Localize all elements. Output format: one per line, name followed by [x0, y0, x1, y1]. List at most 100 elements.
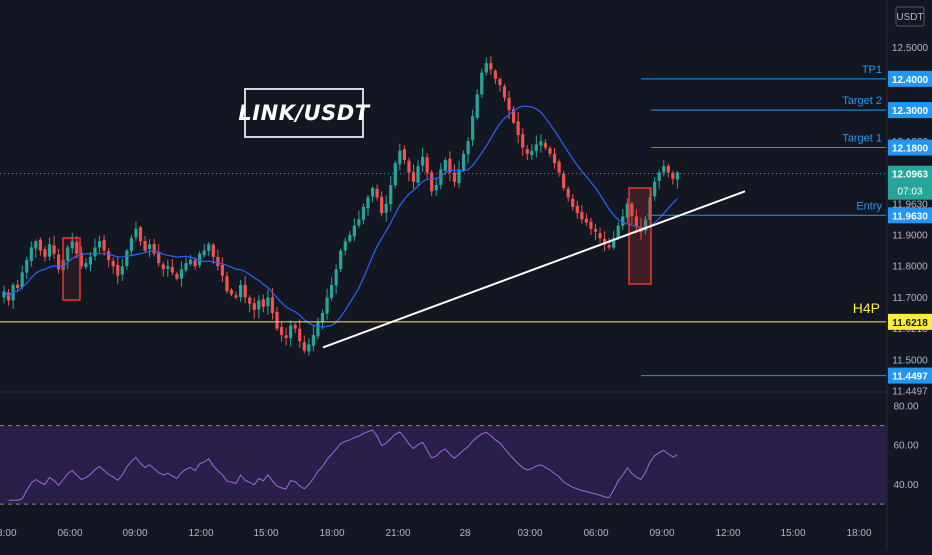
time-tick-label: 12:00 [188, 528, 213, 539]
candle-body [107, 251, 111, 260]
candle-body [157, 252, 161, 264]
candle-body [662, 166, 666, 173]
level-label: H4P [853, 300, 880, 316]
candle-body [43, 249, 47, 257]
candle-body [361, 206, 366, 220]
candle-body [266, 297, 270, 307]
price-tag-label: 11.6218 [892, 318, 928, 329]
candle-body [348, 234, 352, 242]
candle-body [493, 70, 497, 79]
candle-body [439, 169, 443, 185]
candle-body [634, 216, 639, 226]
candle-body [653, 181, 657, 197]
candle-body [84, 263, 88, 268]
candle-body [516, 121, 520, 136]
candle-body [425, 157, 429, 173]
time-tick-label: 09:00 [649, 528, 674, 539]
candle-body [471, 116, 475, 141]
candle-body [393, 163, 397, 186]
candle-body [607, 245, 611, 248]
candle-body [34, 241, 38, 249]
candle-body [366, 197, 370, 209]
candle-body [389, 185, 393, 205]
time-tick-label: 15:00 [780, 528, 805, 539]
price-tag-label: 11.4497 [892, 372, 928, 383]
candle-body [2, 291, 6, 298]
moving-average-line [3, 105, 678, 328]
highlight-box [62, 237, 81, 301]
candle-body [75, 242, 79, 254]
candle-body [257, 300, 261, 310]
candle-body [125, 250, 129, 267]
level-label: Target 2 [842, 95, 882, 107]
candle-body [589, 221, 593, 229]
candle-body [193, 260, 197, 267]
time-tick-label: 06:00 [583, 528, 608, 539]
level-label: Entry [856, 200, 882, 212]
candle-body [339, 250, 343, 270]
candle-body [116, 265, 120, 276]
price-tick-label: 11.8000 [892, 262, 928, 273]
candle-body [229, 290, 234, 295]
candle-body [484, 63, 488, 73]
candle-body [202, 250, 206, 256]
candle-body [466, 141, 470, 155]
time-tick-label: 03:00 [0, 528, 17, 539]
candle-body [648, 197, 652, 220]
candle-body [657, 172, 661, 181]
price-tag [888, 102, 932, 119]
candle-body [480, 72, 484, 95]
candle-body [616, 225, 620, 239]
price-tick-label: 11.4497 [892, 387, 928, 398]
candle-body [152, 244, 156, 254]
candle-body [671, 172, 675, 179]
candle-body [161, 264, 165, 270]
candle-body [175, 273, 179, 279]
candle-body [330, 284, 334, 298]
currency-box [895, 6, 925, 27]
candle-body [93, 247, 97, 257]
candle-body [357, 219, 361, 226]
candle-body [457, 169, 461, 184]
candle-body [52, 245, 56, 254]
candle-body [289, 325, 293, 339]
candle-body [239, 284, 243, 298]
candle-body [211, 244, 215, 257]
candle-body [502, 86, 507, 98]
candle-body [29, 247, 33, 262]
candle-body [79, 252, 83, 267]
candle-body [593, 228, 598, 232]
candle-body [530, 150, 534, 156]
price-tick-label: 11.9000 [892, 230, 928, 241]
candle-body [25, 259, 29, 273]
price-tag [888, 70, 932, 87]
candle-body [407, 160, 411, 173]
chart-title-box[interactable]: LINK/USDT [238, 88, 369, 138]
candle-body [311, 334, 315, 346]
candle-body [47, 244, 52, 257]
time-tick-label: 18:00 [846, 528, 871, 539]
time-tick-label: 21:00 [385, 528, 410, 539]
rsi-tick-label: 40.00 [893, 480, 918, 491]
candle-body [452, 172, 457, 182]
candle-body [120, 266, 124, 275]
rsi-line [8, 429, 678, 501]
candle-body [16, 284, 20, 289]
time-tick-label: 12:00 [715, 528, 740, 539]
candle-body [298, 328, 302, 342]
drawings-layer [62, 187, 746, 349]
time-tick-label: 15:00 [253, 528, 278, 539]
candle-body [489, 62, 493, 70]
candle-body [216, 256, 220, 267]
candle-body [461, 153, 466, 171]
price-tag-label: 12.4000 [892, 75, 929, 86]
candle-body [598, 233, 602, 239]
price-tick-label: 11.9630 [892, 199, 928, 210]
candle-body [111, 261, 115, 267]
candle-body [666, 165, 670, 173]
rsi-tick-label: 80.00 [893, 401, 918, 412]
candle-body [571, 198, 575, 207]
